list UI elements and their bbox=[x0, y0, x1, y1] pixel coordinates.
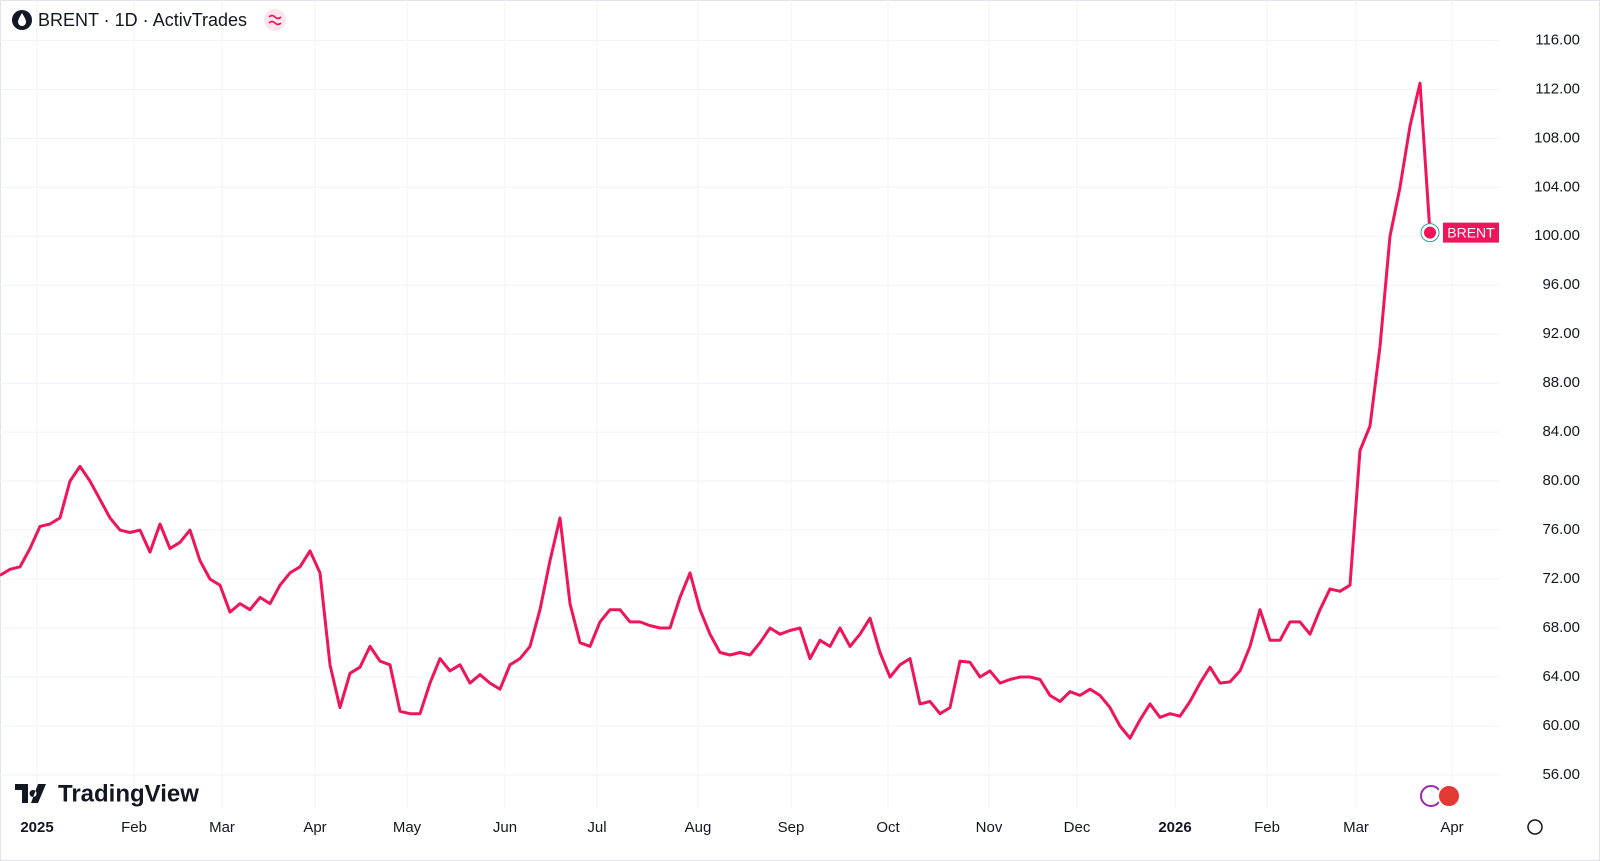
x-tick-label: Mar bbox=[1343, 819, 1369, 836]
settings-icon[interactable] bbox=[1527, 819, 1543, 835]
grid bbox=[0, 0, 1500, 808]
price-line bbox=[0, 81, 1432, 740]
y-tick-label: 116.00 bbox=[1535, 31, 1580, 48]
y-tick-label: 108.00 bbox=[1534, 129, 1580, 146]
x-tick-label: Nov bbox=[976, 819, 1003, 836]
indicator-glyph bbox=[268, 14, 282, 26]
x-tick-label: Aug bbox=[685, 819, 712, 836]
x-tick-label: Feb bbox=[121, 819, 147, 836]
y-tick-label: 100.00 bbox=[1534, 227, 1580, 244]
y-tick-label: 68.00 bbox=[1542, 619, 1580, 636]
x-tick-label: Mar bbox=[209, 819, 235, 836]
y-tick-label: 104.00 bbox=[1534, 178, 1580, 195]
x-tick-label: Sep bbox=[778, 819, 805, 836]
plot: BRENT bbox=[0, 81, 1499, 740]
x-tick-label: 2026 bbox=[1158, 819, 1191, 836]
x-tick-label: Jun bbox=[493, 819, 517, 836]
x-tick-label: Jul bbox=[587, 819, 606, 836]
x-tick-label: Apr bbox=[303, 819, 326, 836]
axes: 56.00 60.00 64.00 68.00 72.00 76.00 80.00 84.00… bbox=[20, 31, 1580, 836]
x-tick-label: May bbox=[393, 819, 422, 836]
series-label: BRENT bbox=[1447, 224, 1495, 240]
y-tick-label: 96.00 bbox=[1542, 276, 1580, 293]
y-tick-label: 64.00 bbox=[1542, 668, 1580, 685]
y-tick-label: 84.00 bbox=[1542, 423, 1580, 440]
y-tick-label: 76.00 bbox=[1542, 521, 1580, 538]
indicator-icon[interactable] bbox=[264, 9, 286, 31]
logo-mark bbox=[15, 784, 46, 803]
last-point bbox=[1424, 226, 1436, 239]
logo-text: TradingView bbox=[58, 780, 199, 807]
y-tick-label: 56.00 bbox=[1542, 766, 1580, 783]
x-tick-label: Oct bbox=[876, 819, 900, 836]
y-tick-label: 72.00 bbox=[1542, 570, 1580, 587]
drop-icon bbox=[18, 13, 26, 26]
flag-icon[interactable] bbox=[1437, 784, 1461, 808]
x-tick-label: 2025 bbox=[20, 819, 53, 836]
y-tick-label: 88.00 bbox=[1542, 374, 1580, 391]
y-tick-label: 112.00 bbox=[1535, 80, 1580, 97]
chart-title: BRENT · 1D · ActivTrades bbox=[38, 10, 247, 30]
logo: TradingView bbox=[15, 780, 199, 807]
x-tick-label: Apr bbox=[1440, 819, 1463, 836]
y-tick-label: 60.00 bbox=[1542, 717, 1580, 734]
last-value-box bbox=[1443, 222, 1499, 243]
x-tick-label: Dec bbox=[1064, 819, 1091, 836]
x-tick-label: Feb bbox=[1254, 819, 1280, 836]
y-tick-label: 80.00 bbox=[1542, 472, 1580, 489]
y-tick-label: 92.00 bbox=[1542, 325, 1580, 342]
